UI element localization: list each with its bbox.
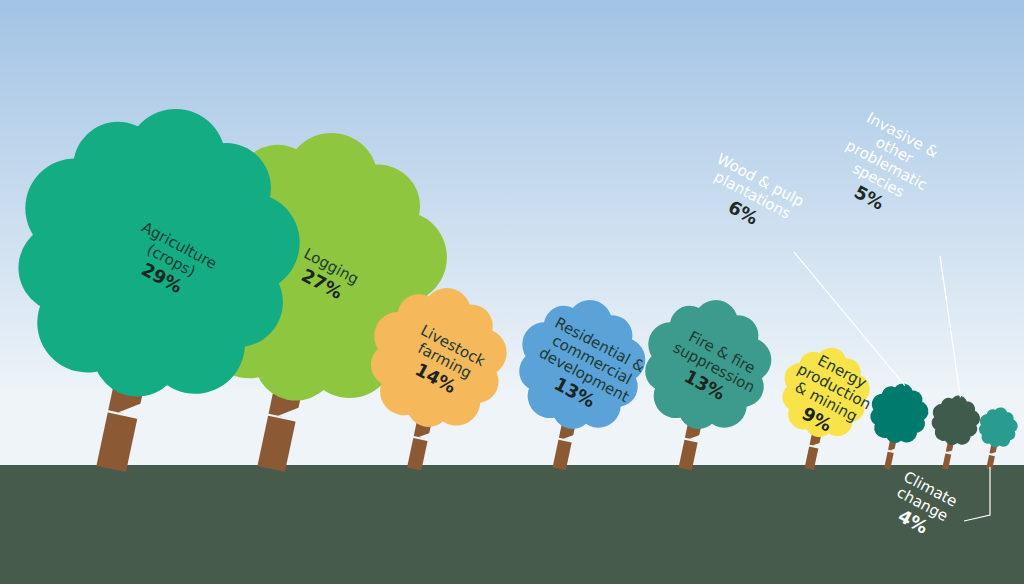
tree: [767, 339, 877, 478]
trunk-cut: [808, 444, 820, 448]
leader-line: [940, 256, 960, 397]
leader-line: [964, 467, 990, 521]
data-label: 9%: [799, 402, 836, 435]
crown: [927, 391, 984, 450]
crown-part: [906, 399, 930, 423]
trunk-cut: [683, 438, 699, 443]
category-label: Invasive &otherproblematicspecies: [835, 106, 946, 209]
crown: [975, 404, 1021, 451]
label: Agriculture(crops)29%: [121, 218, 220, 306]
crown-part: [191, 184, 309, 302]
trees: [0, 81, 1021, 497]
chart-root: Agriculture(crops)29% Logging27% Livestock…: [0, 0, 1024, 584]
crown: [0, 81, 323, 424]
tree: [859, 378, 933, 475]
data-label: 13%: [681, 365, 729, 404]
crown: [774, 339, 877, 445]
crown: [507, 288, 656, 442]
label: Climatechange4%: [883, 468, 960, 545]
chart: Agriculture(crops)29% Logging27% Livestock…: [0, 0, 1024, 584]
data-label: 27%: [298, 264, 346, 303]
tree: [624, 288, 782, 482]
sky: [0, 0, 1024, 465]
leader-line: [794, 252, 905, 386]
label: Logging27%: [291, 244, 362, 306]
crown: [357, 275, 517, 440]
data-label: 29%: [138, 258, 186, 297]
crown-part: [961, 408, 981, 428]
label: Invasive &otherproblematicspecies5%: [825, 106, 946, 228]
label: Fire & firesuppression13%: [660, 323, 766, 415]
data-label: 6%: [725, 196, 762, 229]
label: Wood & pulpplantations6%: [696, 150, 807, 244]
tree: [0, 81, 323, 497]
trunk-cut: [267, 413, 297, 421]
ground: [0, 465, 1024, 584]
data-label: 13%: [551, 373, 599, 412]
data-label: 14%: [412, 359, 460, 398]
trunk-cut: [944, 451, 952, 455]
trunk-cut: [557, 438, 573, 443]
data-label: 5%: [851, 181, 888, 214]
trunk-cut: [887, 450, 895, 454]
trunk-cut: [988, 453, 996, 457]
tree: [348, 275, 517, 483]
trunk-cut: [412, 436, 429, 441]
tree: [970, 404, 1020, 473]
labels: Agriculture(crops)29% Logging27% Livestock…: [121, 106, 990, 544]
label: Energyproduction& mining9%: [777, 345, 882, 447]
crown: [633, 288, 782, 442]
crown: [865, 378, 934, 449]
crown-part: [1003, 418, 1019, 434]
trunk-cut: [107, 410, 139, 419]
label: Residential &commercialdevelopment13%: [526, 314, 648, 425]
data-label: 4%: [895, 505, 932, 538]
tree: [498, 288, 656, 482]
label: Livestockfarming14%: [400, 321, 489, 404]
tree: [922, 391, 984, 474]
